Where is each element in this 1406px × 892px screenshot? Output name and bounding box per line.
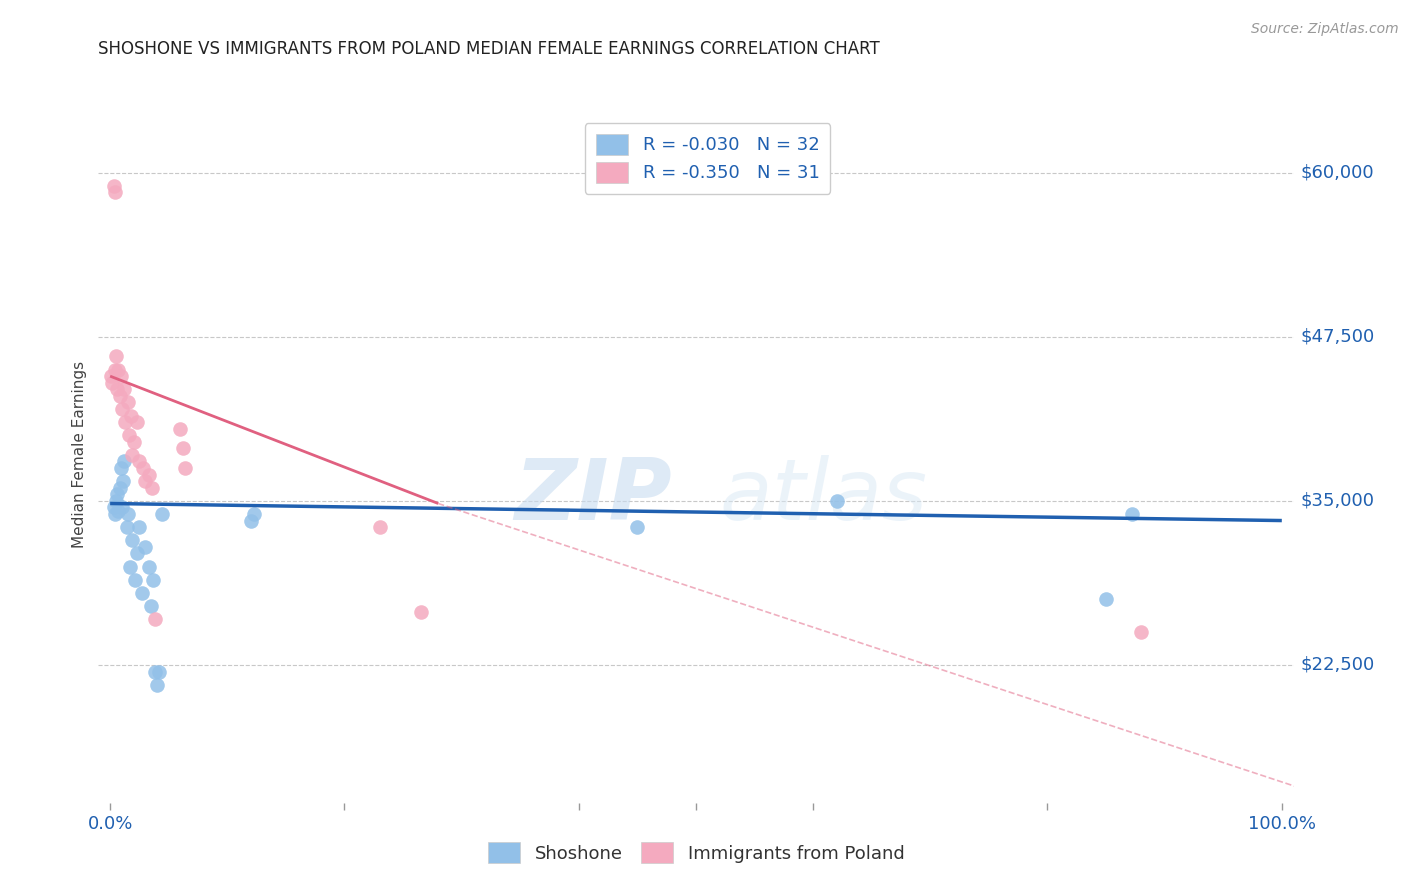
Point: [172, 442, 194, 456]
Point: [105, 487, 128, 501]
Text: atlas: atlas: [720, 455, 928, 538]
Text: SHOSHONE VS IMMIGRANTS FROM POLAND MEDIAN FEMALE EARNINGS CORRELATION CHART: SHOSHONE VS IMMIGRANTS FROM POLAND MEDIA…: [98, 40, 880, 58]
Point: [131, 586, 153, 600]
Point: [127, 415, 149, 429]
Legend: Shoshone, Immigrants from Poland: Shoshone, Immigrants from Poland: [477, 831, 915, 874]
Point: [142, 573, 165, 587]
Point: [112, 454, 135, 468]
Point: [105, 494, 128, 508]
Point: [103, 500, 125, 515]
Point: [103, 178, 125, 193]
Point: [1121, 507, 1143, 521]
Text: $47,500: $47,500: [1301, 327, 1375, 346]
Point: [368, 520, 391, 534]
Point: [243, 507, 266, 521]
Point: [1130, 625, 1153, 640]
Y-axis label: Median Female Earnings: Median Female Earnings: [72, 361, 87, 549]
Point: [124, 573, 146, 587]
Point: [111, 401, 134, 416]
Point: [127, 546, 149, 560]
Point: [117, 507, 139, 521]
Point: [825, 494, 848, 508]
Point: [143, 665, 166, 679]
Point: [239, 514, 262, 528]
Point: [104, 186, 127, 200]
Point: [104, 507, 127, 521]
Point: [112, 474, 135, 488]
Point: [141, 599, 163, 613]
Point: [108, 389, 131, 403]
Point: [108, 481, 131, 495]
Text: $60,000: $60,000: [1301, 163, 1374, 182]
Point: [626, 520, 648, 534]
Point: [120, 559, 141, 574]
Point: [146, 678, 169, 692]
Point: [132, 461, 155, 475]
Point: [100, 369, 122, 384]
Point: [134, 474, 156, 488]
Point: [101, 376, 124, 390]
Point: [110, 369, 132, 384]
Point: [112, 382, 135, 396]
Point: [128, 454, 150, 468]
Text: ZIP: ZIP: [515, 455, 672, 538]
Point: [117, 395, 139, 409]
Point: [122, 434, 145, 449]
Point: [121, 448, 143, 462]
Point: [107, 504, 129, 518]
Point: [143, 612, 166, 626]
Point: [114, 415, 136, 429]
Point: [128, 520, 150, 534]
Point: [138, 559, 160, 574]
Point: [104, 362, 127, 376]
Text: $22,500: $22,500: [1301, 656, 1375, 674]
Point: [110, 461, 132, 475]
Point: [174, 461, 197, 475]
Point: [105, 382, 128, 396]
Point: [148, 665, 170, 679]
Point: [409, 606, 432, 620]
Point: [1095, 592, 1118, 607]
Point: [169, 422, 191, 436]
Text: $35,000: $35,000: [1301, 491, 1375, 510]
Point: [118, 428, 141, 442]
Point: [120, 409, 142, 423]
Point: [134, 540, 156, 554]
Point: [150, 507, 173, 521]
Point: [141, 481, 163, 495]
Point: [107, 362, 129, 376]
Point: [121, 533, 143, 548]
Point: [115, 520, 138, 534]
Point: [111, 500, 134, 515]
Point: [105, 350, 128, 364]
Point: [138, 467, 160, 482]
Text: Source: ZipAtlas.com: Source: ZipAtlas.com: [1251, 22, 1399, 37]
